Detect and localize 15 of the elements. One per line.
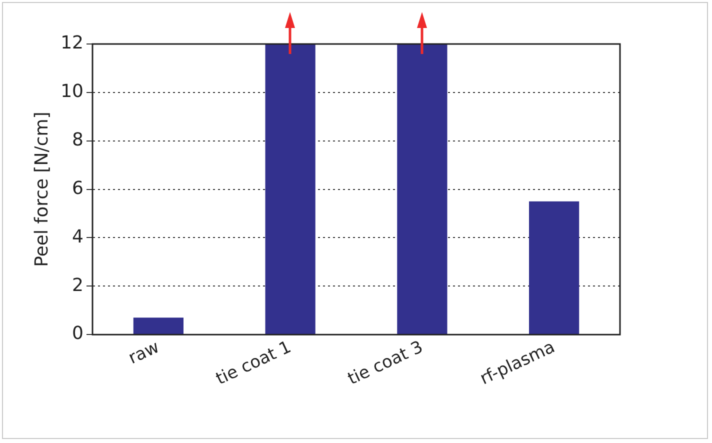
bar (529, 201, 580, 334)
y-tick-label: 6 (72, 178, 84, 199)
bar (133, 318, 184, 334)
y-tick-label: 4 (72, 226, 84, 248)
x-tick-label: tie coat 3 (344, 337, 426, 390)
y-tick-label: 0 (72, 323, 84, 344)
x-tick-label: raw (126, 337, 163, 369)
bar (265, 44, 316, 334)
x-tick-label: tie coat 1 (213, 337, 294, 390)
y-tick-label: 2 (72, 274, 84, 296)
y-tick-label: 8 (72, 130, 84, 151)
y-axis-title: Peel force [N/cm] (31, 112, 52, 267)
y-tick-label: 12 (60, 32, 84, 54)
y-tick-label: 10 (60, 81, 84, 102)
bar (397, 44, 448, 334)
